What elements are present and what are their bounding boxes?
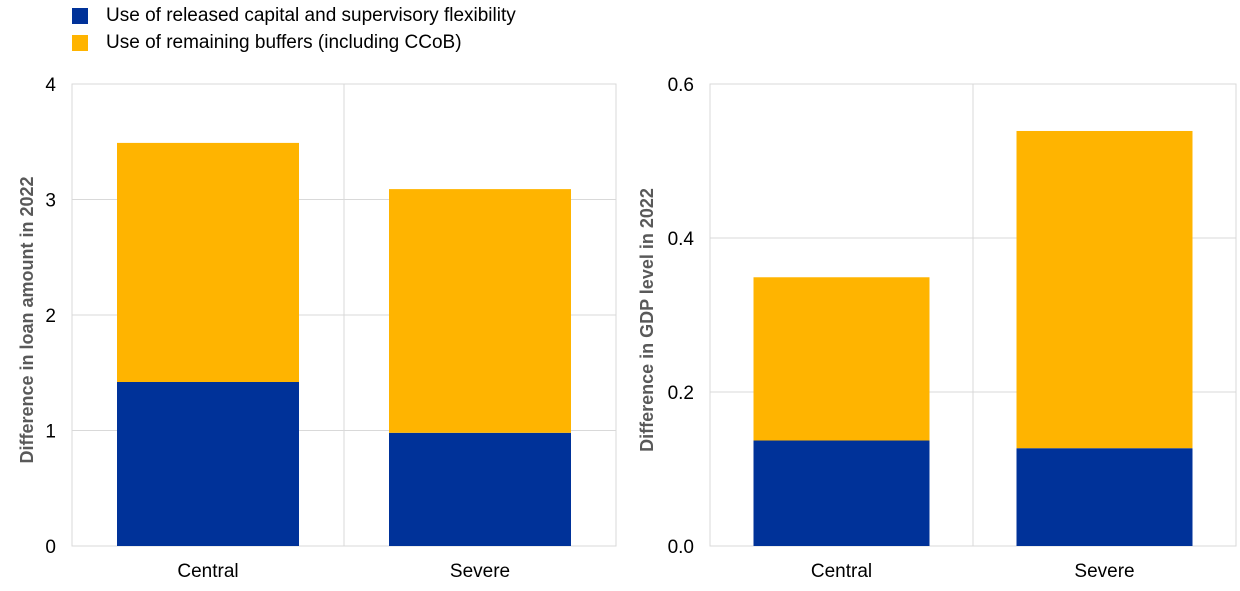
y-tick-label-1-0: 0.0	[668, 537, 694, 558]
legend-label-remaining-buffers: Use of remaining buffers (including CCoB…	[106, 31, 462, 53]
y-tick-label-0-0: 0	[45, 537, 56, 558]
y-tick-label-0-3: 3	[45, 191, 56, 212]
legend-item-remaining-buffers: Use of remaining buffers (including CCoB…	[72, 29, 516, 56]
y-axis-title-0: Difference in loan amount in 2022	[17, 176, 37, 463]
bar-0-0-1	[117, 142, 299, 382]
chart-legend: Use of released capital and supervisory …	[72, 2, 516, 56]
plot-frame-1	[709, 83, 1237, 547]
x-tick-label-0-0: Central	[177, 561, 238, 582]
y-axis-title-1: Difference in GDP level in 2022	[637, 188, 657, 452]
x-tick-label-1-0: Central	[811, 561, 872, 582]
x-tick-label-0-1: Severe	[450, 561, 510, 582]
y-tick-label-1-3: 0.6	[668, 75, 694, 96]
legend-label-released-capital: Use of released capital and supervisory …	[106, 4, 516, 26]
bar-1-0-1	[753, 277, 930, 441]
bar-0-1-0	[389, 432, 571, 546]
y-tick-label-1-1: 0.2	[668, 383, 694, 404]
bar-1-1-1	[1016, 130, 1193, 449]
bar-1-1-0	[1016, 448, 1193, 546]
bar-1-0-0	[753, 440, 930, 546]
plot-frame-0	[71, 83, 617, 547]
legend-swatch-remaining-buffers	[72, 34, 88, 51]
y-tick-label-0-1: 1	[45, 422, 56, 443]
y-tick-label-1-2: 0.4	[668, 229, 695, 250]
x-tick-label-1-1: Severe	[1074, 561, 1134, 582]
y-tick-label-0-4: 4	[45, 75, 56, 96]
y-tick-label-0-2: 2	[45, 306, 56, 327]
bar-0-0-0	[117, 381, 299, 546]
bar-0-1-1	[389, 189, 571, 433]
legend-item-released-capital: Use of released capital and supervisory …	[72, 2, 516, 29]
legend-swatch-released-capital	[72, 7, 88, 24]
